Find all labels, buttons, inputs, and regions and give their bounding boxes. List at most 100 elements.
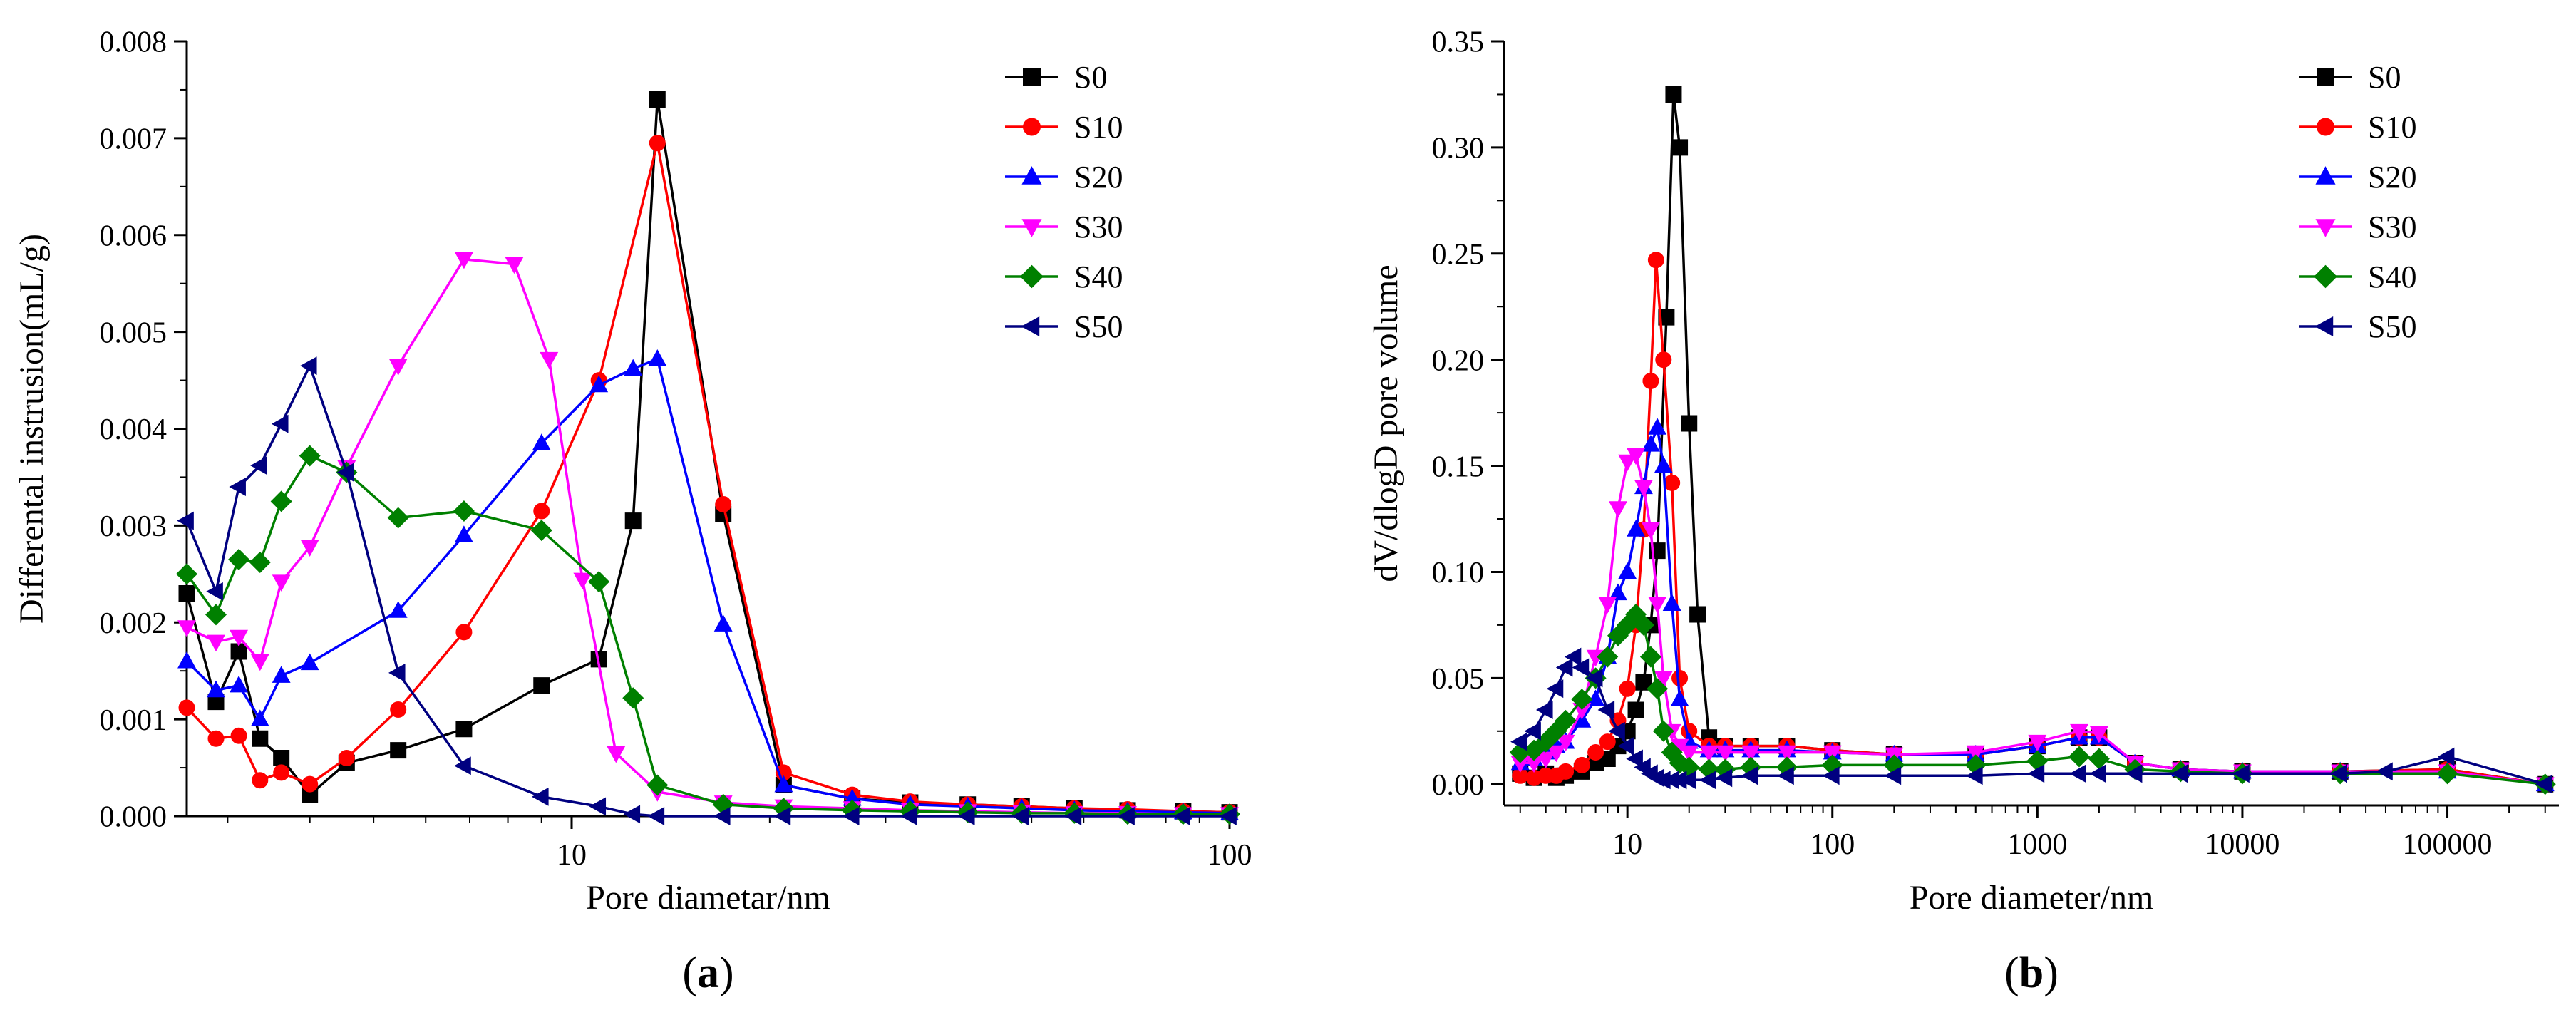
legend-label: S30 — [1074, 210, 1123, 244]
legend-entry-s0: S0 — [2299, 60, 2401, 95]
data-point — [175, 563, 198, 585]
data-point — [1699, 745, 1719, 763]
data-point — [1777, 745, 1796, 763]
y-tick-label: 0.004 — [100, 413, 168, 446]
y-tick-label: 0.003 — [100, 510, 168, 543]
data-point — [272, 574, 291, 592]
data-point — [1634, 480, 1653, 498]
data-point — [2125, 764, 2143, 783]
data-point — [230, 629, 249, 647]
data-point — [1966, 745, 1985, 763]
data-point — [573, 572, 592, 590]
data-point — [336, 463, 354, 482]
data-point — [2028, 734, 2047, 752]
data-point — [205, 604, 227, 626]
data-point — [1641, 435, 1660, 452]
data-point — [1639, 646, 1661, 668]
data-point — [2437, 747, 2455, 766]
data-point — [1617, 736, 1634, 756]
legend-label: S30 — [2368, 210, 2416, 244]
series-line-s20 — [185, 357, 1230, 815]
data-point — [1681, 415, 1698, 432]
data-point — [1823, 745, 1842, 763]
legend-marker — [2314, 316, 2334, 337]
data-point — [2070, 723, 2088, 741]
series-line-s20 — [1520, 426, 2545, 785]
data-point — [2232, 764, 2250, 783]
data-point — [338, 750, 355, 766]
data-point — [1572, 658, 1590, 677]
series-line-s10 — [185, 141, 1230, 814]
data-point — [533, 677, 550, 694]
data-point — [455, 721, 473, 738]
x-axis-label: Pore diametar/nm — [586, 879, 830, 917]
legend-entry-s0: S0 — [1005, 60, 1107, 95]
panel-a-chart: 10 100 0.000 0.001 0.002 0.003 0.004 0.005 0.006… — [13, 26, 1252, 997]
data-point — [454, 252, 473, 269]
series-s0 — [178, 91, 1238, 821]
data-point — [530, 520, 552, 542]
data-point — [533, 503, 550, 520]
data-point — [178, 699, 195, 716]
data-point — [300, 653, 319, 671]
data-point — [1536, 701, 1553, 719]
y-tick-label: 0.005 — [100, 316, 168, 349]
legend-entry-s50: S50 — [2299, 309, 2416, 344]
y-tick-label: 0.002 — [100, 607, 168, 640]
data-point — [230, 727, 247, 744]
data-point — [1658, 309, 1675, 326]
data-point — [1557, 763, 1575, 780]
data-point — [1546, 679, 1564, 699]
data-point — [646, 774, 669, 796]
y-tick-label: 0.05 — [1432, 663, 1485, 696]
data-point — [505, 257, 524, 274]
data-point — [1632, 614, 1654, 636]
data-point — [2089, 764, 2106, 783]
data-point — [1619, 680, 1636, 697]
data-point — [230, 675, 249, 693]
data-point — [270, 490, 292, 512]
legend-entry-s40: S40 — [1005, 259, 1123, 294]
data-point — [1597, 646, 1619, 668]
data-point — [1655, 351, 1672, 369]
data-point — [1585, 669, 1603, 688]
x-axis-label: Pore diameter/nm — [1910, 879, 2154, 917]
data-point — [390, 742, 407, 759]
data-point — [177, 620, 196, 637]
data-point — [607, 746, 626, 763]
legend-label: S50 — [1074, 309, 1123, 344]
data-point — [623, 805, 641, 824]
data-point — [842, 807, 860, 825]
data-point — [589, 375, 609, 393]
data-point — [1510, 732, 1527, 751]
data-point — [1665, 86, 1682, 103]
data-point — [1220, 807, 1237, 825]
data-point — [2376, 762, 2393, 781]
data-point — [1662, 594, 1681, 611]
data-point — [207, 730, 225, 747]
y-tick-label: 0.006 — [100, 220, 168, 252]
y-axis-label: dV/dlogD pore volume — [1367, 264, 1405, 582]
data-point — [622, 687, 644, 709]
legend-entry-s50: S50 — [1005, 309, 1123, 344]
legend-marker — [1022, 118, 1041, 136]
legend-entry-s40: S40 — [2299, 259, 2416, 294]
legend-marker — [1023, 68, 1041, 86]
series-s40 — [175, 445, 1241, 825]
data-point — [1599, 733, 1616, 751]
data-point — [1556, 734, 1575, 752]
data-point — [588, 571, 610, 593]
data-point — [1597, 701, 1615, 719]
y-tick-label: 0.15 — [1432, 450, 1485, 483]
data-point — [1627, 448, 1645, 465]
x-tick-label: 10 — [557, 839, 587, 872]
legend-marker — [1020, 264, 1044, 289]
data-point — [1647, 252, 1664, 269]
data-point — [1777, 766, 1794, 785]
data-point — [2088, 748, 2110, 770]
data-point — [1689, 606, 1706, 623]
y-tick-label: 0.20 — [1432, 344, 1485, 377]
legend-label: S20 — [1074, 160, 1123, 195]
data-point — [453, 500, 475, 522]
data-point — [299, 445, 321, 467]
